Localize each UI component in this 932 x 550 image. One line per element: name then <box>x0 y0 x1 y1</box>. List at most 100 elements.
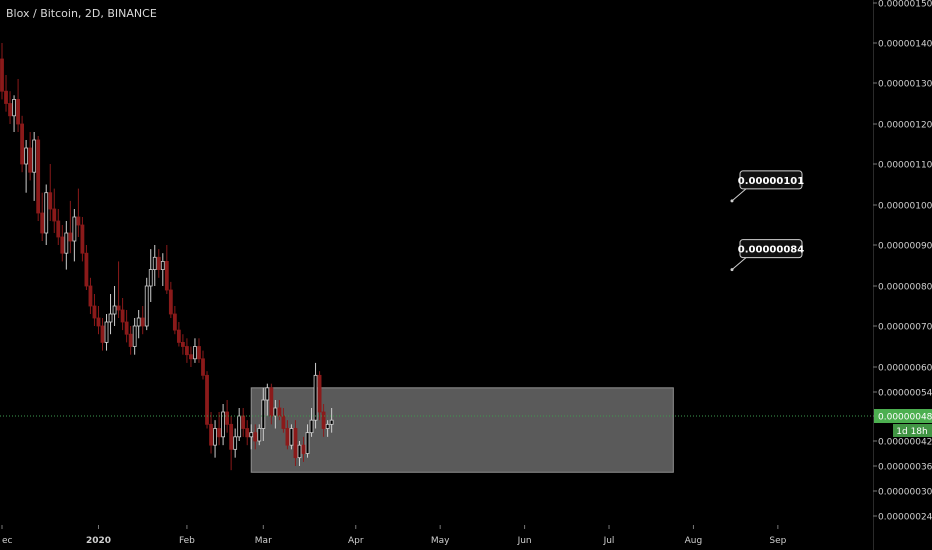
price-tick-label: 0.00000150 <box>878 0 932 10</box>
candle <box>60 225 65 262</box>
candle-body <box>205 374 209 425</box>
candle-body <box>140 317 145 327</box>
candle-body <box>209 423 213 446</box>
time-tick-label: Mar <box>255 536 272 546</box>
candle <box>0 43 4 100</box>
time-tick-label: May <box>431 536 450 546</box>
candle-body <box>100 325 105 343</box>
price-note[interactable]: 0.00000101 <box>730 170 805 203</box>
candle <box>52 188 57 233</box>
candle-body <box>144 285 149 327</box>
price-tick-label: 0.00000090 <box>878 242 932 252</box>
candle-body <box>245 428 250 438</box>
time-tick-label: Feb <box>179 536 195 546</box>
candle <box>24 140 29 193</box>
price-tick-label: 0.00000130 <box>878 80 932 90</box>
candle <box>12 95 16 132</box>
time-tick-label: 2020 <box>86 536 111 546</box>
candle-body <box>92 305 97 319</box>
candle <box>289 424 294 450</box>
candle <box>136 310 141 339</box>
candle-body <box>189 354 193 360</box>
candle-body <box>313 374 318 421</box>
candle-body <box>197 346 201 360</box>
candle-body <box>8 103 12 117</box>
candle-body <box>36 139 41 214</box>
candle-body <box>120 309 125 323</box>
candle <box>257 424 262 446</box>
candle <box>128 326 133 355</box>
candle <box>301 436 306 462</box>
candle <box>20 115 25 173</box>
candle-body <box>172 313 177 331</box>
candle-body <box>84 252 89 287</box>
price-tick-label: 0.00000042 <box>878 438 932 448</box>
candle <box>325 420 330 437</box>
candle-body <box>44 192 49 234</box>
candle <box>225 400 230 433</box>
candle <box>193 338 197 363</box>
price-tick-label: 0.00000120 <box>878 121 932 131</box>
candle-body <box>221 411 226 438</box>
price-tick-label: 0.00000080 <box>878 283 932 293</box>
candle <box>213 420 217 458</box>
candle <box>116 261 121 318</box>
candle-body <box>180 341 185 347</box>
candle <box>281 408 286 433</box>
candle <box>180 334 185 355</box>
candle <box>108 294 113 335</box>
candle-body <box>257 428 262 442</box>
candle <box>144 277 149 331</box>
candle-body <box>20 123 25 165</box>
candle <box>233 428 238 458</box>
candle-body <box>108 313 113 323</box>
candle <box>96 306 101 335</box>
note-pointer <box>731 188 747 202</box>
candle <box>329 408 334 433</box>
candle-body <box>60 236 65 254</box>
candle-body <box>88 285 93 307</box>
candle <box>8 91 12 124</box>
candle-body <box>329 419 334 425</box>
price-tick-label: 0.00000110 <box>878 161 932 171</box>
candle-body <box>160 260 165 270</box>
candle-body <box>148 269 153 287</box>
candle <box>265 383 270 416</box>
candle-body <box>12 99 16 117</box>
candle <box>209 412 213 454</box>
candle <box>321 404 326 437</box>
candle <box>152 245 157 286</box>
candle-body <box>128 333 133 347</box>
candle-body <box>176 329 181 343</box>
candle <box>205 371 209 429</box>
price-tick-label: 0.00000054 <box>878 389 932 399</box>
candle-body <box>225 411 230 425</box>
price-tick-label: 0.00000100 <box>878 202 932 212</box>
price-tick-label: 0.00000140 <box>878 40 932 50</box>
candle-body <box>16 99 20 125</box>
candle-body <box>265 387 270 401</box>
range-rectangle[interactable] <box>250 387 674 473</box>
price-tick-label: 0.00000060 <box>878 364 932 374</box>
candle-body <box>233 436 238 450</box>
candle <box>297 441 302 466</box>
candle-body <box>80 224 85 254</box>
time-tick-label: Apr <box>348 536 364 546</box>
note-pointer <box>731 257 747 270</box>
candle-body <box>152 256 157 270</box>
candle-body <box>132 325 137 347</box>
candle <box>285 420 290 450</box>
candle <box>84 245 89 290</box>
candle-body <box>289 428 294 446</box>
candle-body <box>321 411 326 429</box>
candle-body <box>317 374 322 413</box>
price-tick-label: 0.00000036 <box>878 463 932 473</box>
candle-body <box>241 415 246 429</box>
candle <box>269 383 274 425</box>
price-note[interactable]: 0.00000084 <box>730 239 805 272</box>
candle-body <box>253 432 258 442</box>
candle-body <box>277 407 282 417</box>
candle-body <box>309 419 314 434</box>
